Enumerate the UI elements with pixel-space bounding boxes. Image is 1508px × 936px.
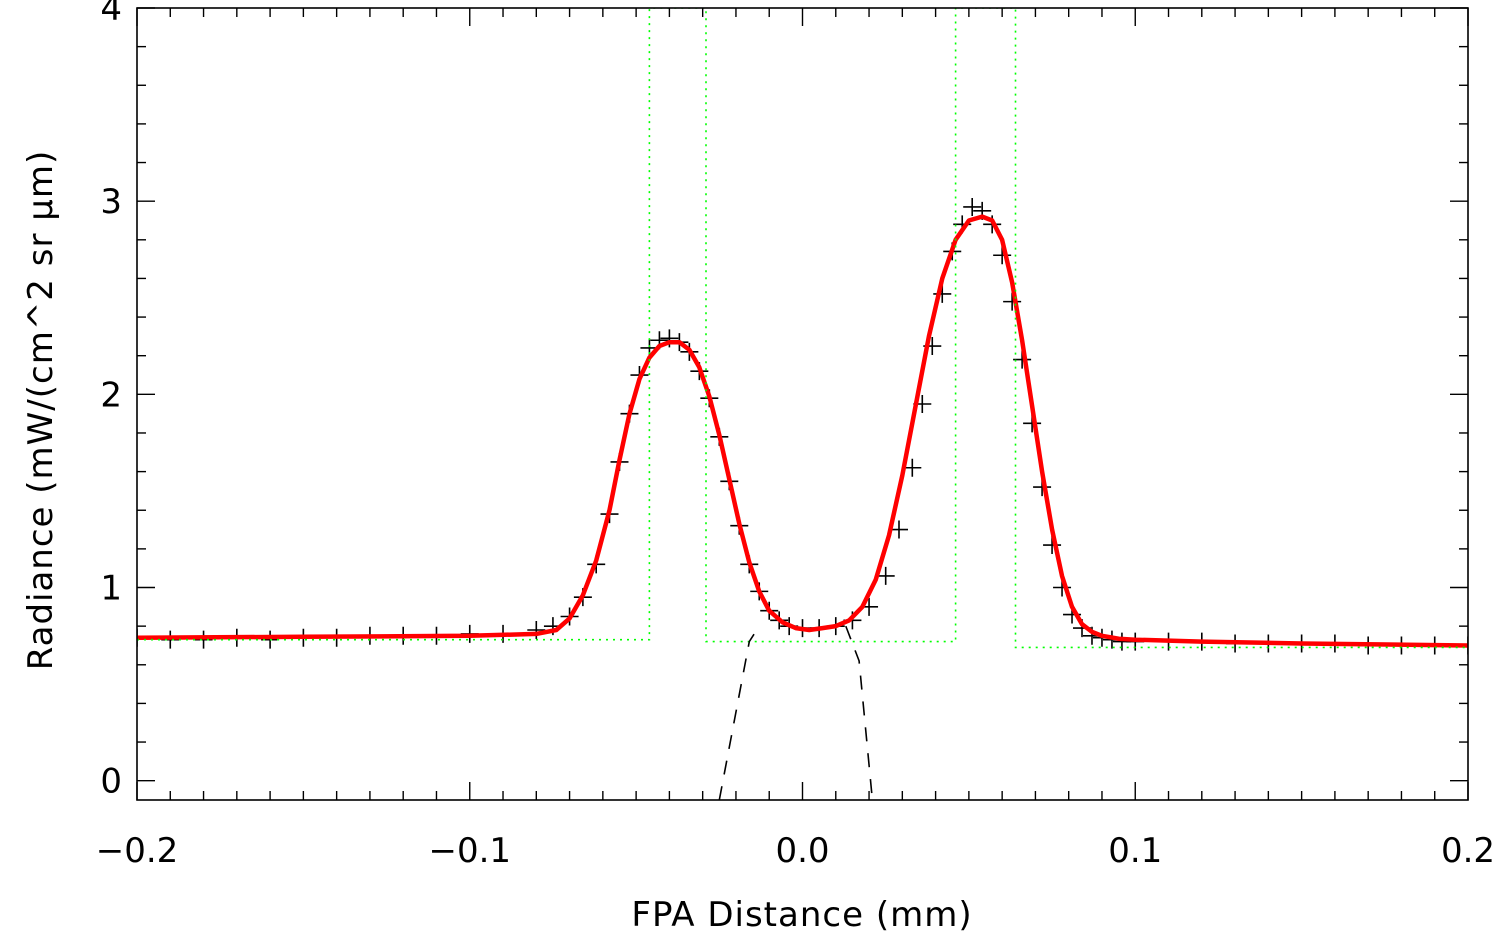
fit-line xyxy=(137,214,1468,648)
x-tick-label: 0.1 xyxy=(1108,831,1162,871)
y-tick-label: 3 xyxy=(100,182,122,222)
y-tick-label: 0 xyxy=(100,762,122,802)
window-line xyxy=(137,8,1468,649)
x-tick-label: 0.2 xyxy=(1441,831,1495,871)
y-axis-label: Radiance (mW/(cm^2 sr μm) xyxy=(21,150,61,671)
axis-ticks xyxy=(136,7,1469,800)
baseline-right-line xyxy=(845,625,874,800)
data-point xyxy=(963,197,982,216)
measured-points xyxy=(137,197,1468,655)
x-tick-label: −0.2 xyxy=(96,831,179,871)
data-point xyxy=(876,566,895,585)
plot-series xyxy=(137,8,1468,800)
data-point xyxy=(889,520,908,539)
y-tick-label: 1 xyxy=(100,569,122,609)
plot-frame xyxy=(136,7,1469,801)
data-point xyxy=(194,630,213,649)
y-tick-label: 2 xyxy=(100,375,122,415)
y-tick-label: 4 xyxy=(100,0,122,29)
plot-area xyxy=(137,8,1468,800)
x-tick-label: −0.1 xyxy=(428,831,511,871)
baseline-left-line xyxy=(718,625,760,800)
x-tick-label: 0.0 xyxy=(775,831,829,871)
x-axis-label: FPA Distance (mm) xyxy=(631,895,972,935)
data-point xyxy=(903,458,922,477)
tick-labels: −0.2 −0.1 0.0 0.1 0.2 0 1 2 3 4 xyxy=(96,0,1495,871)
